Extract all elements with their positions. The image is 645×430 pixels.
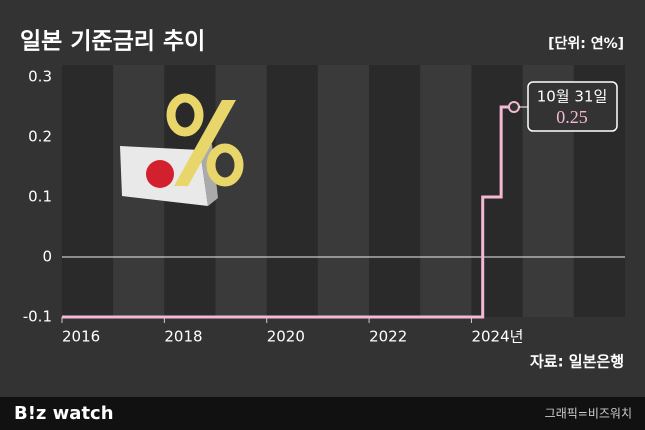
y-tick-label: 0 [42, 248, 52, 266]
y-tick-label: 0.3 [28, 68, 52, 86]
unit-label: [단위: 연%] [548, 35, 624, 52]
x-tick-label: 2022 [369, 328, 407, 346]
year-band [266, 65, 318, 317]
credit: 그래픽=비즈워치 [545, 407, 632, 421]
callout-date: 10월 31일 [537, 88, 608, 106]
callout-box [527, 81, 618, 132]
footer-bar [0, 397, 645, 430]
logo: B!z watch [14, 403, 114, 424]
year-band [420, 65, 472, 317]
y-tick-label: -0.1 [23, 308, 52, 326]
percent-ring [166, 93, 204, 137]
x-tick-label: 2018 [164, 328, 202, 346]
end-marker [507, 101, 520, 113]
year-bands [62, 65, 625, 317]
x-tick-label: 2016 [62, 328, 100, 346]
y-tick-label: 0.2 [28, 128, 52, 146]
illustration [120, 93, 244, 206]
year-band [369, 65, 421, 317]
percent-slash [174, 100, 236, 186]
year-band [62, 65, 114, 317]
x-tick-label: 2024년 [471, 328, 523, 346]
plot: -0.1 0 0.1 0.2 0.3 2016 2018 2020 2022 2024년 10월 3… [23, 68, 625, 346]
series-line [62, 105, 514, 319]
year-band [317, 65, 370, 317]
flag-sun [146, 160, 174, 188]
x-tick-label: 2020 [267, 328, 305, 346]
percent-ring [206, 143, 244, 187]
value-label: 0.25 [556, 107, 588, 127]
chart-title: 일본 기준금리 추이 [20, 29, 205, 55]
source: 자료: 일본은행 [530, 353, 624, 371]
y-tick-label: 0.1 [28, 188, 52, 206]
